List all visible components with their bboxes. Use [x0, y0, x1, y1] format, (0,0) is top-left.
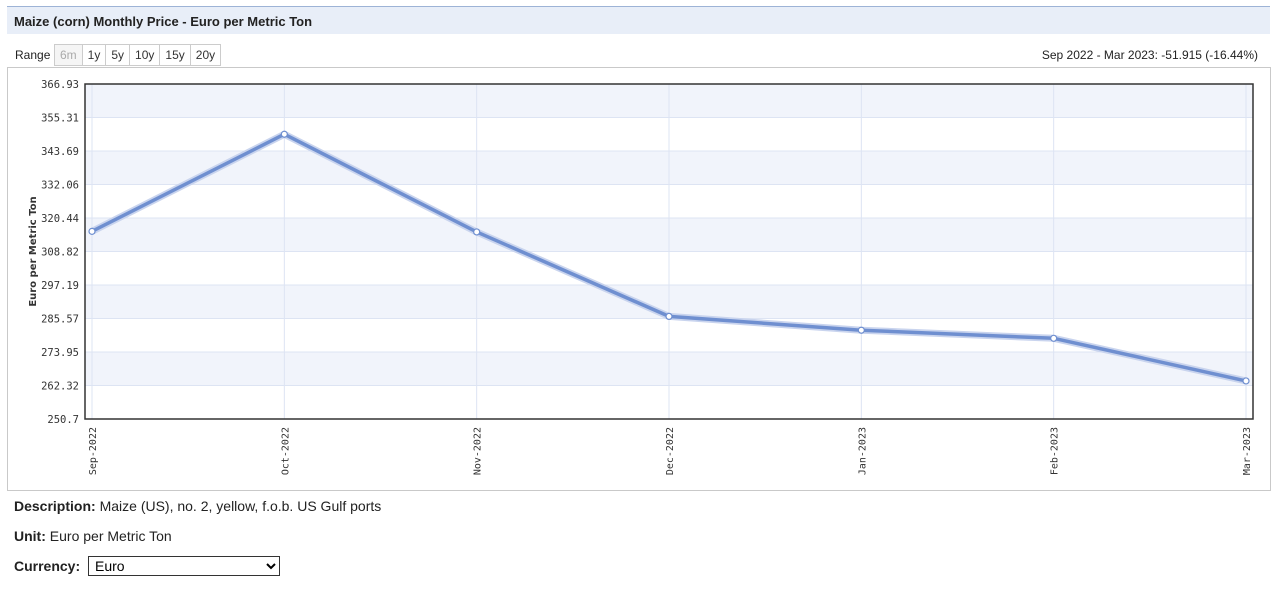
description-value: Maize (US), no. 2, yellow, f.o.b. US Gul…	[99, 498, 382, 514]
data-point	[857, 326, 865, 334]
x-tick-label: Jan-2023	[857, 427, 868, 475]
y-tick-label: 366.93	[41, 79, 79, 91]
x-tick-label: Oct-2022	[280, 427, 291, 475]
range-button-group: 6m 1y 5y 10y 15y 20y	[54, 44, 222, 66]
y-tick-label: 262.32	[41, 381, 79, 393]
x-tick-label: Mar-2023	[1242, 427, 1253, 475]
currency-select[interactable]: Euro	[88, 556, 280, 576]
range-button-1y[interactable]: 1y	[82, 44, 107, 66]
data-point	[473, 228, 481, 236]
data-point	[88, 227, 96, 235]
range-button-20y[interactable]: 20y	[190, 44, 222, 66]
y-tick-label: 355.31	[41, 113, 79, 125]
chart-title: Maize (corn) Monthly Price - Euro per Me…	[7, 6, 1270, 34]
x-tick-label: Feb-2023	[1050, 427, 1061, 475]
range-button-10y[interactable]: 10y	[130, 44, 161, 66]
range-label: Range	[15, 48, 51, 62]
range-button-15y[interactable]: 15y	[160, 44, 191, 66]
description-row: Description: Maize (US), no. 2, yellow, …	[14, 498, 381, 514]
range-button-6m[interactable]: 6m	[54, 44, 83, 66]
range-selector: Range 6m 1y 5y 10y 15y 20y Sep 2022 - Ma…	[15, 44, 1265, 66]
data-point	[665, 312, 673, 320]
y-tick-label: 332.06	[41, 180, 79, 192]
change-summary: Sep 2022 - Mar 2023: -51.915 (-16.44%)	[1041, 48, 1258, 62]
currency-label: Currency:	[14, 558, 81, 574]
y-tick-label: 343.69	[41, 146, 79, 158]
x-tick-label: Sep-2022	[88, 427, 99, 475]
data-point	[280, 130, 288, 138]
y-tick-label: 273.95	[41, 347, 79, 359]
currency-row: Currency:	[14, 558, 80, 574]
chart-container: 366.93 355.31 343.69 332.06 320.44 308.82 297.…	[7, 67, 1271, 491]
x-tick-label: Nov-2022	[473, 427, 484, 475]
y-tick-label: 285.57	[41, 314, 79, 326]
line-chart: 366.93 355.31 343.69 332.06 320.44 308.82 297.…	[28, 79, 1254, 475]
range-button-5y[interactable]: 5y	[106, 44, 131, 66]
unit-value: Euro per Metric Ton	[49, 528, 172, 544]
y-tick-label: 250.7	[47, 414, 79, 426]
plot-border	[84, 83, 1254, 420]
y-axis-label: Euro per Metric Ton	[28, 196, 39, 306]
unit-row: Unit: Euro per Metric Ton	[14, 528, 172, 544]
data-point	[1242, 377, 1250, 385]
y-tick-label: 320.44	[41, 213, 79, 225]
y-tick-label: 297.19	[41, 280, 79, 292]
x-tick-label: Dec-2022	[665, 427, 676, 475]
description-label: Description:	[14, 498, 96, 514]
unit-label: Unit:	[14, 528, 46, 544]
y-tick-label: 308.82	[41, 247, 79, 259]
data-point	[1050, 334, 1058, 342]
